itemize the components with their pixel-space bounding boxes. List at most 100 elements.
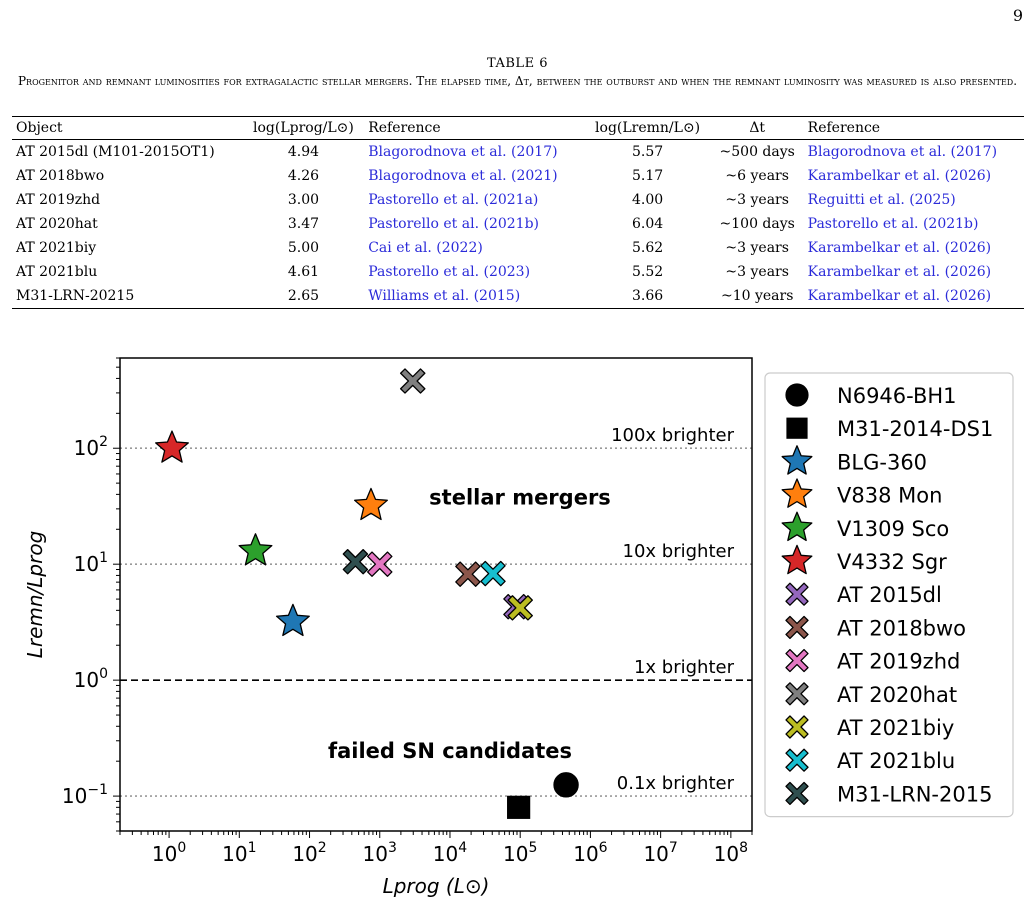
table-row: AT 2021blu 4.61 Pastorello et al. (2023) 5.… — [12, 260, 1024, 284]
table-title: TABLE 6 — [487, 56, 548, 71]
table-reference-link[interactable]: Pastorello et al. (2021b) — [368, 216, 539, 232]
table-reference-link[interactable]: Blagorodnova et al. (2017) — [368, 144, 558, 160]
legend-marker — [785, 781, 809, 806]
plot-frame — [119, 357, 753, 832]
table-cell: 4.61 — [287, 264, 320, 280]
table-body: AT 2015dl (M101-2015OT1) 4.94 Blagorodnova… — [12, 140, 1024, 309]
table-reference-link[interactable]: Blagorodnova et al. (2017) — [807, 144, 998, 160]
m31-2014-ds1-marker — [507, 795, 531, 819]
table-cell: 2.65 — [242, 284, 365, 309]
table-header-cell: Object — [12, 116, 243, 140]
table-header-cell: log(Lremn/L⊙) — [584, 116, 711, 140]
table-reference-link[interactable]: Pastorello et al. (2021a) — [368, 192, 539, 208]
table-description: Progenitor and remnant luminosities for … — [17, 74, 1018, 88]
table-cell: ~3 years — [725, 264, 789, 280]
table-cell: 5.00 — [287, 240, 320, 256]
table-cell: ~100 days — [719, 216, 795, 232]
table-cell: AT 2021blu — [16, 264, 98, 280]
x-tick-label: 101 — [222, 840, 256, 866]
reference-line-label: 100x brighter — [611, 425, 735, 446]
table-cell: 6.04 — [632, 216, 664, 232]
table-cell: M31-LRN-20215 — [12, 284, 243, 309]
table-cell: AT 2018bwo — [16, 168, 105, 184]
legend-marker — [781, 445, 813, 475]
x-tick-label: 103 — [363, 840, 397, 866]
table-reference-link[interactable]: Blagorodnova et al. (2021) — [368, 168, 558, 184]
annotation-stellar-mergers: stellar mergers — [429, 485, 611, 509]
table-cell: 4.94 — [287, 144, 320, 160]
y-axis-label: Lremn/Lprog — [23, 531, 47, 659]
table-header-cell: log(Lprog/L⊙) — [242, 116, 365, 140]
legend-marker — [785, 682, 809, 706]
legend-marker — [785, 582, 809, 606]
table-cell: 4.00 — [632, 192, 664, 208]
annotation-failed-sn: failed SN candidates — [328, 739, 572, 763]
page-number: 9 — [1012, 6, 1023, 25]
x-axis-label: Lprog (L⊙) — [383, 874, 490, 898]
table-reference-link[interactable]: Reguitti et al. (2025) — [807, 192, 956, 208]
x-tick-label: 104 — [433, 840, 467, 866]
table-reference-link[interactable]: Karambelkar et al. (2026) — [807, 240, 992, 256]
legend-box — [764, 372, 1014, 818]
table-header-cell: Reference — [364, 116, 585, 140]
table-reference-link[interactable]: Pastorello et al. (2021b) — [807, 216, 979, 232]
at-2019zhd-marker — [367, 551, 393, 577]
table-cell: AT 2021biy — [16, 240, 97, 256]
table-cell: AT 2020hat — [16, 216, 98, 232]
at-2021biy-marker — [507, 595, 533, 621]
y-tick-label: 100 — [74, 666, 108, 692]
legend-label: N6946-BH1 — [837, 384, 957, 408]
table-cell: AT 2019zhd — [16, 192, 101, 208]
table-row: AT 2019zhd 3.00 Pastorello et al. (2021a) 4… — [12, 188, 1024, 212]
reference-line-label: 1x brighter — [634, 657, 735, 678]
table-reference-link[interactable]: Cai et al. (2022) — [368, 240, 483, 256]
reference-line-label: 10x brighter — [623, 541, 735, 562]
table-row: AT 2015dl (M101-2015OT1) 4.94 Blagorodnova… — [12, 140, 1024, 165]
legend-label: AT 2019zhd — [837, 650, 960, 674]
at-2021blu-marker — [480, 560, 506, 587]
legend-marker — [781, 511, 813, 542]
y-tick-label: 10−1 — [62, 782, 108, 808]
legend-marker — [781, 544, 813, 575]
table-cell: ~3 years — [725, 192, 789, 208]
table-header-cell: Reference — [803, 116, 1024, 140]
table-reference-link[interactable]: Karambelkar et al. (2026) — [807, 168, 992, 184]
legend-label: M31-2014-DS1 — [837, 417, 993, 441]
x-tick-label: 106 — [573, 840, 607, 866]
at-2018bwo-marker — [455, 561, 481, 587]
table-cell: ~10 years — [710, 284, 804, 309]
table-reference-link[interactable]: Karambelkar et al. (2026) — [807, 264, 992, 280]
legend-label: BLG-360 — [837, 450, 927, 474]
table-cell: 5.57 — [632, 144, 664, 160]
n6946-bh1-marker — [553, 772, 579, 798]
table-cell: 5.52 — [632, 264, 664, 280]
x-tick-label: 105 — [503, 840, 537, 866]
table-cell: 5.62 — [632, 240, 664, 256]
table-reference-link[interactable]: Williams et al. (2015) — [364, 284, 585, 309]
table-cell: AT 2015dl (M101-2015OT1) — [16, 144, 215, 160]
reference-line-label: 0.1x brighter — [617, 773, 735, 794]
legend-label: V4332 Sgr — [837, 550, 947, 574]
table-reference-link[interactable]: Karambelkar et al. (2026) — [803, 284, 1024, 309]
table-cell: 3.00 — [287, 192, 320, 208]
table-cell: ~500 days — [719, 144, 795, 160]
legend-marker — [786, 417, 808, 439]
x-tick-label: 100 — [152, 840, 186, 866]
legend-label: AT 2020hat — [837, 683, 957, 707]
table-cell: 3.47 — [287, 216, 320, 232]
x-tick-label: 102 — [292, 840, 326, 866]
table-reference-link[interactable]: Pastorello et al. (2023) — [368, 264, 531, 280]
table-header-row: Object log(Lprog/L⊙) Reference log(Lremn/L⊙… — [12, 116, 1024, 140]
legend-marker — [785, 648, 809, 673]
y-tick-label: 101 — [74, 550, 108, 576]
table-row: AT 2020hat 3.47 Pastorello et al. (2021b) 6… — [12, 212, 1024, 236]
legend-marker — [785, 715, 809, 739]
m31-lrn-2015-marker — [342, 548, 369, 575]
table-cell: 5.17 — [632, 168, 664, 184]
legend-label: AT 2018bwo — [837, 616, 966, 640]
at-2020hat-marker — [399, 368, 426, 394]
legend-label: V838 Mon — [837, 484, 942, 508]
legend-marker — [785, 383, 809, 407]
v1309-sco-marker — [238, 533, 273, 566]
x-tick-label: 107 — [643, 840, 677, 866]
